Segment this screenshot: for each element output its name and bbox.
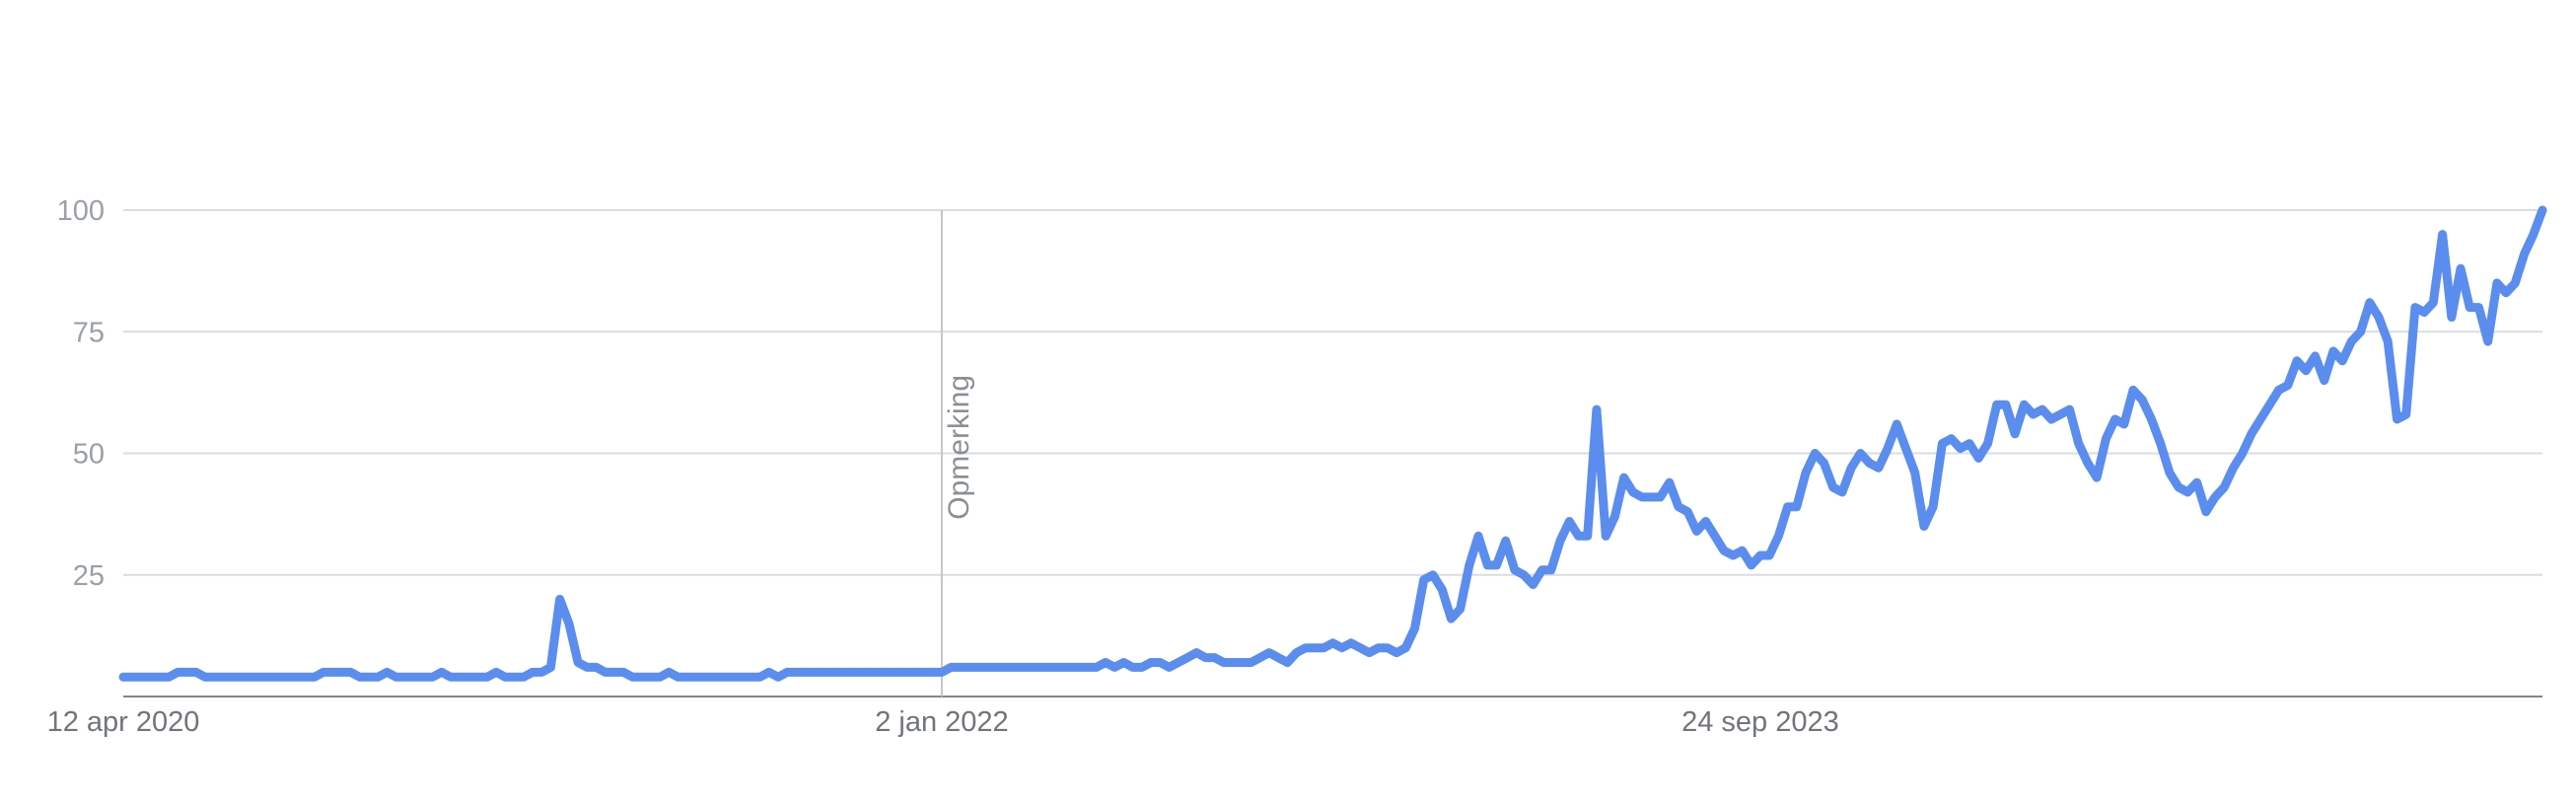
y-tick-label: 25 xyxy=(73,560,105,592)
x-tick-label: 2 jan 2022 xyxy=(875,706,1008,738)
y-axis-tick-labels: 25 50 75 100 xyxy=(57,195,105,592)
series-line xyxy=(118,205,2547,682)
y-tick-label: 50 xyxy=(73,439,105,471)
x-tick-label: 24 sep 2023 xyxy=(1682,706,1839,738)
y-tick-label: 100 xyxy=(57,195,105,227)
x-tick-label: 12 apr 2020 xyxy=(47,706,200,738)
annotation: Opmerking xyxy=(940,210,975,697)
annotation-label: Opmerking xyxy=(943,375,975,520)
y-tick-label: 75 xyxy=(73,317,105,348)
grid-lines xyxy=(123,209,2542,576)
series-layer xyxy=(118,205,2547,682)
x-axis-tick-labels: 12 apr 2020 2 jan 2022 24 sep 2023 xyxy=(47,706,1839,738)
